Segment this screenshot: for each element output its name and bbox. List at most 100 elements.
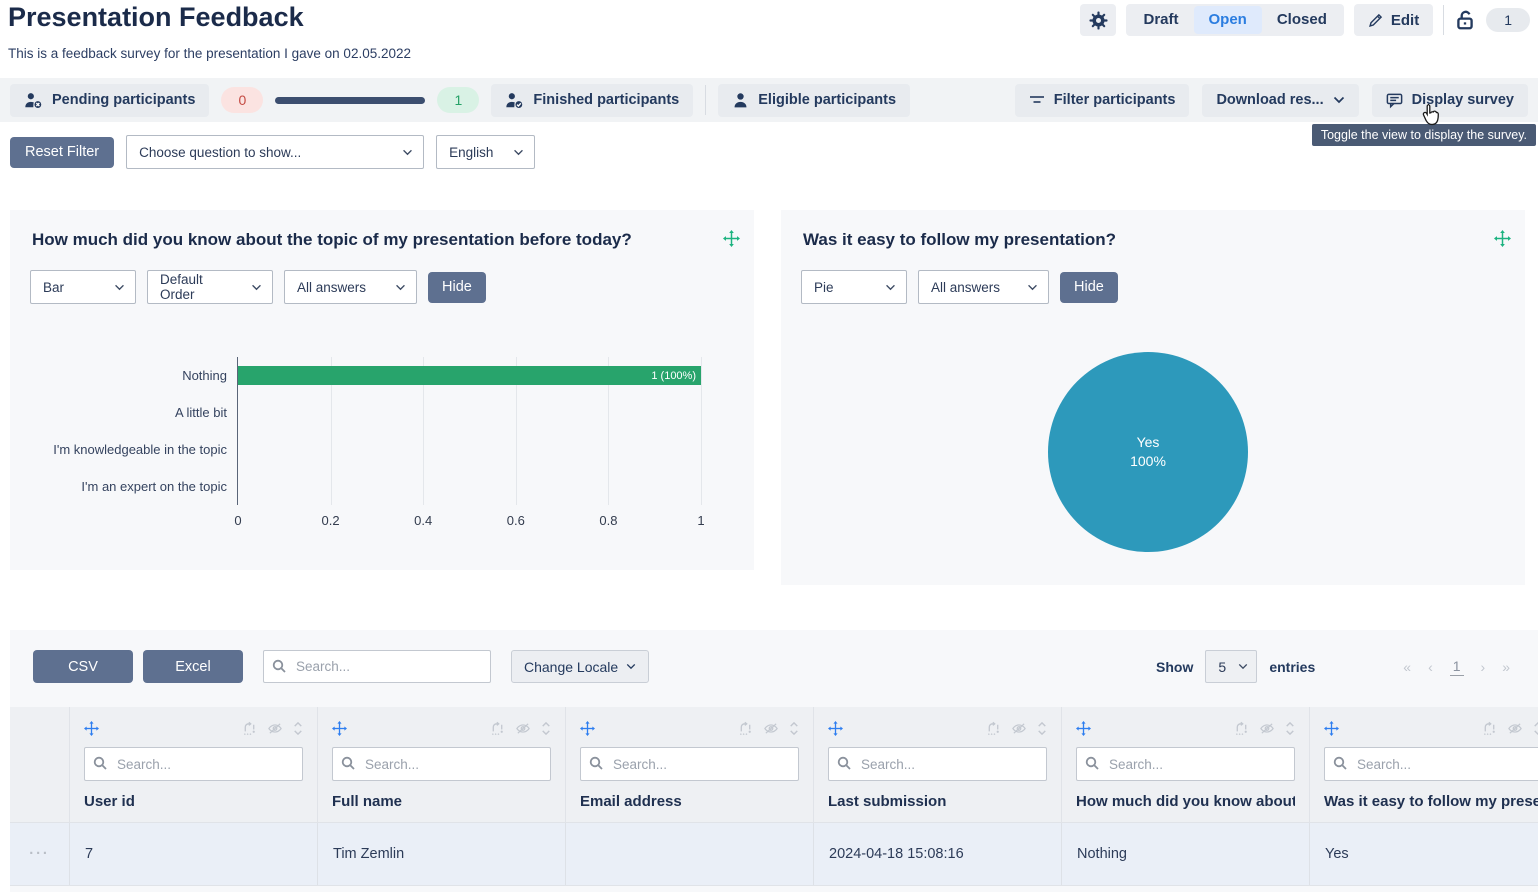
gridline xyxy=(330,357,332,505)
search-icon xyxy=(1085,756,1099,770)
column-hide-eye-slash-icon[interactable] xyxy=(1011,721,1027,736)
column-sort-icon[interactable] xyxy=(293,721,303,736)
language-select[interactable]: English xyxy=(436,135,536,169)
column-filter-alert-icon[interactable] xyxy=(738,721,753,736)
column-move-icon[interactable] xyxy=(1324,720,1339,736)
page-size-select[interactable]: 5 xyxy=(1205,650,1258,683)
display-survey-tooltip: Toggle the view to display the survey. xyxy=(1311,124,1536,146)
column-filter-alert-icon[interactable] xyxy=(986,721,1001,736)
status-tab-open[interactable]: Open xyxy=(1193,6,1262,34)
page-first[interactable]: « xyxy=(1403,658,1412,675)
column-search xyxy=(828,747,1047,781)
x-tick-label: 0 xyxy=(234,513,242,528)
table-cell: 7 xyxy=(70,823,318,885)
filter-icon xyxy=(1029,93,1045,107)
table-search-input[interactable] xyxy=(263,650,491,683)
column-filter-alert-icon[interactable] xyxy=(1482,721,1497,736)
row-actions-menu[interactable]: ··· xyxy=(10,823,70,885)
pie-slice-label: 100% xyxy=(1130,453,1166,469)
table-column-header: How much did you know about the topic of… xyxy=(1062,707,1310,822)
column-sort-icon[interactable] xyxy=(1533,721,1538,736)
bar-chart: Nothing A little bit I'm knowledgeable in … xyxy=(10,357,754,537)
page-current[interactable]: 1 xyxy=(1449,658,1464,676)
person-check-icon xyxy=(505,92,524,109)
column-hide-eye-slash-icon[interactable] xyxy=(267,721,283,736)
reset-filter-button[interactable]: Reset Filter xyxy=(10,136,115,168)
column-search-input[interactable] xyxy=(1076,747,1295,781)
column-search-input[interactable] xyxy=(84,747,303,781)
column-move-icon[interactable] xyxy=(1076,720,1091,736)
gridline xyxy=(608,357,610,505)
column-search-input[interactable] xyxy=(828,747,1047,781)
order-select[interactable]: Default Order xyxy=(147,270,273,304)
download-responses-button[interactable]: Download res... xyxy=(1202,83,1359,117)
status-tab-draft[interactable]: Draft xyxy=(1143,11,1179,28)
column-search-input[interactable] xyxy=(580,747,799,781)
move-icon[interactable] xyxy=(723,230,740,247)
x-tick-label: 0.8 xyxy=(599,513,618,528)
unlock-icon[interactable] xyxy=(1454,9,1476,31)
excel-export-button[interactable]: Excel xyxy=(143,650,243,683)
column-hide-eye-slash-icon[interactable] xyxy=(515,721,531,736)
filter-label: Filter participants xyxy=(1053,92,1176,108)
divider xyxy=(1443,5,1445,35)
x-tick-label: 0.4 xyxy=(414,513,433,528)
column-hide-eye-slash-icon[interactable] xyxy=(1507,721,1523,736)
finished-label: Finished participants xyxy=(533,92,680,108)
finished-participants-button[interactable]: Finished participants xyxy=(491,83,694,117)
column-move-icon[interactable] xyxy=(828,720,843,736)
gridline xyxy=(701,357,702,505)
table-cell xyxy=(566,823,814,885)
column-filter-alert-icon[interactable] xyxy=(1234,721,1249,736)
page-last[interactable]: » xyxy=(1502,658,1510,675)
results-filter-bar: Reset Filter Choose question to show... … xyxy=(10,135,536,169)
column-header-right-icons xyxy=(738,721,799,736)
column-sort-icon[interactable] xyxy=(789,721,799,736)
answers-value: All answers xyxy=(931,279,1001,295)
hide-button[interactable]: Hide xyxy=(428,271,486,303)
search-icon xyxy=(272,659,286,673)
column-search-input[interactable] xyxy=(332,747,551,781)
column-sort-icon[interactable] xyxy=(1285,721,1295,736)
column-hide-eye-slash-icon[interactable] xyxy=(763,721,779,736)
settings-button[interactable] xyxy=(1080,4,1117,36)
chart-type-select[interactable]: Bar xyxy=(30,270,136,304)
eligible-label: Eligible participants xyxy=(758,92,897,108)
page-header: Presentation Feedback This is a feedback… xyxy=(0,0,1538,72)
display-survey-button[interactable]: Display survey xyxy=(1371,83,1528,117)
column-title: Was it easy to follow my presentation? xyxy=(1324,793,1538,810)
column-header-right-icons xyxy=(242,721,303,736)
page-next[interactable]: › xyxy=(1480,658,1486,675)
column-hide-eye-slash-icon[interactable] xyxy=(1259,721,1275,736)
table-row[interactable]: ··· 7 Tim Zemlin 2024-04-18 15:08:16 Nothing… xyxy=(10,822,1538,886)
move-icon[interactable] xyxy=(1494,230,1511,247)
edit-button[interactable]: Edit xyxy=(1353,4,1434,36)
answers-select[interactable]: All answers xyxy=(284,270,417,304)
page-prev[interactable]: ‹ xyxy=(1428,658,1433,675)
hide-button[interactable]: Hide xyxy=(1060,271,1118,303)
column-sort-icon[interactable] xyxy=(1037,721,1047,736)
filter-participants-button[interactable]: Filter participants xyxy=(1014,83,1190,117)
column-search-input[interactable] xyxy=(1324,747,1538,781)
bar-segment[interactable]: 1 (100%) xyxy=(238,366,701,385)
change-locale-button[interactable]: Change Locale xyxy=(511,650,650,683)
bar-category-label: I'm an expert on the topic xyxy=(81,479,227,494)
pending-participants-button[interactable]: Pending participants xyxy=(10,83,210,117)
column-search xyxy=(84,747,303,781)
column-move-icon[interactable] xyxy=(332,720,347,736)
column-sort-icon[interactable] xyxy=(541,721,551,736)
column-filter-alert-icon[interactable] xyxy=(490,721,505,736)
language-select-value: English xyxy=(449,144,494,160)
status-tab-closed[interactable]: Closed xyxy=(1276,11,1327,28)
chart-type-select[interactable]: Pie xyxy=(801,270,907,304)
eligible-participants-button[interactable]: Eligible participants xyxy=(718,83,911,117)
column-filter-alert-icon[interactable] xyxy=(242,721,257,736)
question-title: Was it easy to follow my presentation? xyxy=(803,230,1116,249)
chevron-down-icon xyxy=(626,663,636,670)
csv-export-button[interactable]: CSV xyxy=(33,650,133,683)
question-select[interactable]: Choose question to show... xyxy=(126,135,425,169)
column-move-icon[interactable] xyxy=(580,720,595,736)
column-move-icon[interactable] xyxy=(84,720,99,736)
column-search xyxy=(1324,747,1538,781)
answers-select[interactable]: All answers xyxy=(918,270,1049,304)
